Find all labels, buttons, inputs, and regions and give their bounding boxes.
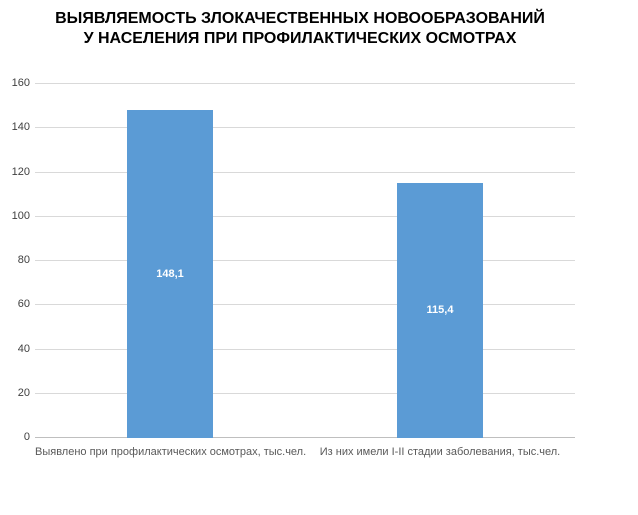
y-axis-tick-label: 0: [23, 431, 30, 443]
y-axis-tick-label: 140: [11, 121, 30, 134]
bar: [397, 182, 483, 438]
bar: [127, 110, 213, 438]
x-axis-line: [35, 437, 575, 438]
x-axis-category-label: Выявлено при профилактических осмотрах, …: [35, 446, 307, 458]
bar-value-label: 148,1: [156, 268, 184, 281]
y-axis-tick-label: 60: [17, 298, 30, 311]
gridline: [35, 215, 575, 217]
chart-title-line1: ВЫЯВЛЯЕМОСТЬ ЗЛОКАЧЕСТВЕННЫХ НОВООБРАЗОВ…: [55, 10, 545, 27]
chart-title-line2: У НАСЕЛЕНИЯ ПРИ ПРОФИЛАКТИЧЕСКИХ ОСМОТРА…: [83, 30, 517, 47]
y-axis-tick-label: 160: [11, 77, 30, 89]
plot-area: 0 20 40 60 80 100 120 140 160 148,1 Выявлено при п…: [12, 77, 575, 458]
y-axis-tick-label: 20: [17, 386, 30, 399]
y-axis-tick-label: 100: [11, 209, 30, 222]
x-axis-category-label: Из них имели I-II стадии заболевания, ты…: [319, 446, 561, 458]
gridline: [35, 83, 575, 84]
gridline: [35, 392, 575, 394]
chart-title: ВЫЯВЛЯЕМОСТЬ ЗЛОКАЧЕСТВЕННЫХ НОВООБРАЗОВ…: [0, 9, 600, 49]
gridline: [35, 127, 575, 129]
gridline: [35, 171, 575, 173]
bar-value-label: 115,4: [426, 304, 454, 317]
y-axis-tick-label: 120: [11, 165, 30, 178]
gridline: [35, 348, 575, 350]
gridline: [35, 260, 575, 261]
gridline: [35, 304, 575, 306]
y-axis-tick-label: 80: [17, 254, 30, 266]
y-axis-tick-label: 40: [17, 342, 30, 355]
